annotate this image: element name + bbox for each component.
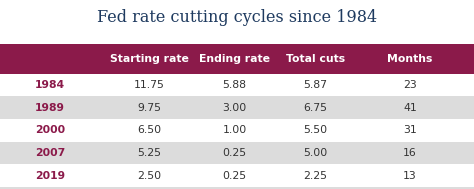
Text: 31: 31 xyxy=(403,125,417,135)
Text: 1989: 1989 xyxy=(35,103,65,113)
Bar xyxy=(0,119,474,142)
Text: Ending rate: Ending rate xyxy=(199,54,270,64)
Text: 5.00: 5.00 xyxy=(303,148,328,158)
Text: Total cuts: Total cuts xyxy=(286,54,345,64)
Text: 16: 16 xyxy=(403,148,417,158)
Text: 6.50: 6.50 xyxy=(137,125,161,135)
Text: 1.00: 1.00 xyxy=(222,125,247,135)
Text: 0.25: 0.25 xyxy=(223,148,246,158)
Text: 2.50: 2.50 xyxy=(137,171,161,181)
Text: 11.75: 11.75 xyxy=(134,80,165,90)
Text: 5.88: 5.88 xyxy=(223,80,246,90)
Bar xyxy=(0,74,474,96)
Text: Fed rate cutting cycles since 1984: Fed rate cutting cycles since 1984 xyxy=(97,9,377,26)
Text: 5.50: 5.50 xyxy=(303,125,327,135)
Text: 13: 13 xyxy=(403,171,417,181)
Text: 6.75: 6.75 xyxy=(303,103,327,113)
Text: 2000: 2000 xyxy=(35,125,65,135)
Text: Starting rate: Starting rate xyxy=(110,54,189,64)
Text: 1984: 1984 xyxy=(35,80,65,90)
Text: 5.87: 5.87 xyxy=(303,80,327,90)
Text: 3.00: 3.00 xyxy=(222,103,247,113)
Text: 0.25: 0.25 xyxy=(223,171,246,181)
Bar xyxy=(0,142,474,164)
Bar xyxy=(0,187,474,189)
Bar xyxy=(0,164,474,187)
Text: 2007: 2007 xyxy=(35,148,65,158)
Bar xyxy=(0,44,474,74)
Text: 2.25: 2.25 xyxy=(303,171,327,181)
Text: Months: Months xyxy=(387,54,433,64)
Text: 41: 41 xyxy=(403,103,417,113)
Text: 9.75: 9.75 xyxy=(137,103,161,113)
Text: 23: 23 xyxy=(403,80,417,90)
Text: 5.25: 5.25 xyxy=(137,148,161,158)
Bar xyxy=(0,96,474,119)
Text: 2019: 2019 xyxy=(35,171,65,181)
